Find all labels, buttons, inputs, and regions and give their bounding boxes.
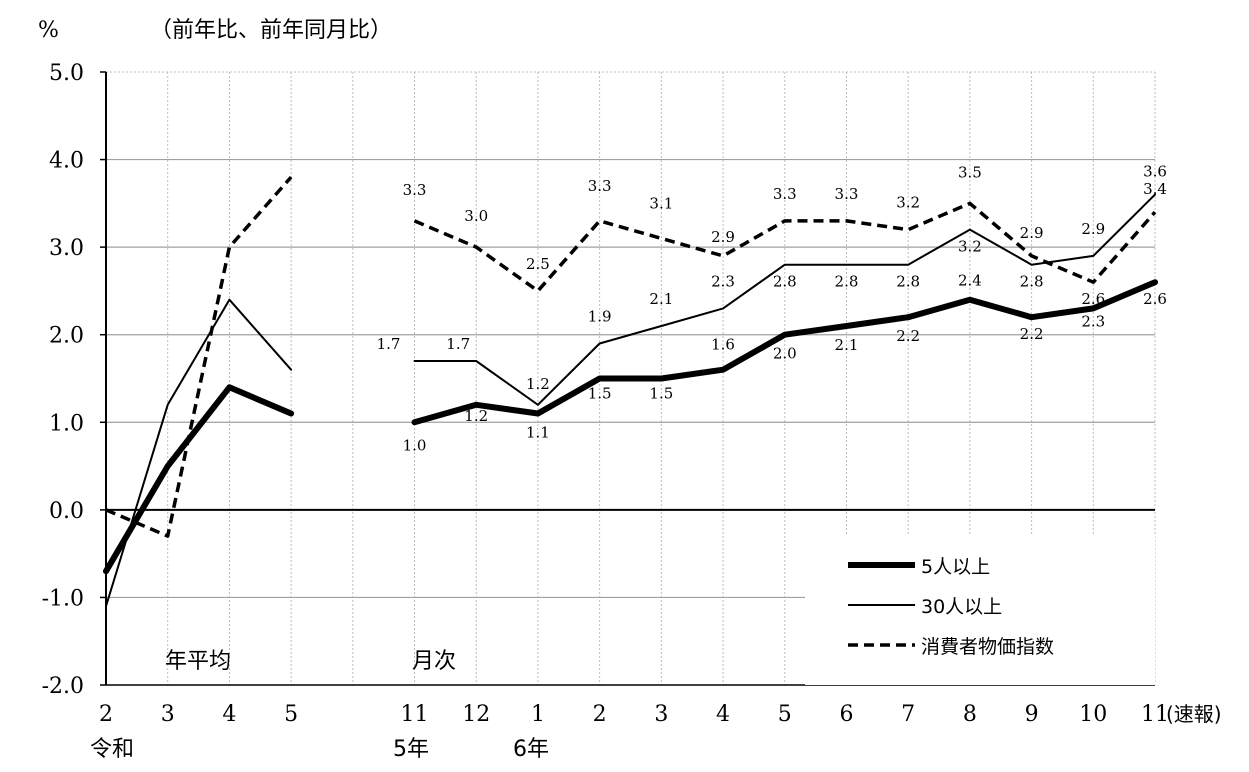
legend-label-dashed: 消費者物価指数 <box>921 636 1054 658</box>
legend-label-thick: 5人以上 <box>921 556 990 578</box>
x-tick-label: 2 <box>99 702 113 727</box>
data-label-thin: 2.8 <box>896 273 920 291</box>
x-tick-label: 4 <box>716 702 730 727</box>
data-label-thin: 1.7 <box>446 335 470 353</box>
series-line-thick <box>411 279 1158 426</box>
series-line-dashed <box>105 175 293 538</box>
y-tick-label: 1.0 <box>49 411 84 436</box>
data-label-thick: 2.4 <box>958 272 982 290</box>
section-label-monthly: 月次 <box>412 649 456 674</box>
data-label-thin: 1.7 <box>377 335 401 353</box>
x-tick-label: 3 <box>654 702 668 727</box>
y-tick-label: 2.0 <box>49 324 84 349</box>
data-label-dashed: 3.3 <box>588 177 612 195</box>
data-label-dashed: 2.6 <box>1081 290 1105 308</box>
x-tick-label: 11 <box>1141 702 1169 727</box>
data-label-dashed: 3.5 <box>958 163 982 181</box>
data-label-thick: 1.6 <box>711 336 735 354</box>
y-tick-label: 4.0 <box>49 149 84 174</box>
data-label-thin: 3.2 <box>958 238 982 256</box>
series-line-thin <box>413 193 1156 406</box>
data-label-thin: 2.8 <box>773 273 797 291</box>
data-label-dashed: 2.9 <box>1020 224 1044 242</box>
y-tick-label: 3.0 <box>49 236 84 261</box>
data-label-thin: 1.9 <box>588 307 612 325</box>
x-tick-label: 7 <box>901 702 915 727</box>
legend: 5人以上 30人以上 消費者物価指数 <box>805 535 1155 685</box>
data-label-thick: 2.1 <box>835 336 859 354</box>
data-label-dashed: 3.0 <box>464 207 488 225</box>
series-line-thick <box>103 384 295 575</box>
data-label-dashed: 3.3 <box>835 185 859 203</box>
data-label-thick: 2.2 <box>896 327 920 345</box>
data-labels: 1.0 1.2 1.1 1.5 1.5 1.6 2.0 2.1 2.2 2.4 2.2 2.3 2.6 1… <box>377 163 1167 455</box>
x-year-label-reiwa: 令和 <box>90 737 134 762</box>
x-tick-label: 12 <box>462 702 490 727</box>
x-tick-label: 5 <box>778 702 792 727</box>
data-label-thin: 3.6 <box>1143 163 1167 181</box>
x-tick-label: 8 <box>963 702 977 727</box>
x-year-label-5: 5年 <box>393 737 429 762</box>
data-label-thin: 1.2 <box>526 375 550 393</box>
x-tick-label: 2 <box>593 702 607 727</box>
data-label-thin: 2.8 <box>835 273 859 291</box>
data-label-dashed: 3.3 <box>403 181 427 199</box>
y-tick-label: 5.0 <box>49 61 84 86</box>
data-label-thick: 1.5 <box>649 385 673 403</box>
y-tick-label: 0.0 <box>49 499 84 524</box>
data-label-dashed: 3.2 <box>896 194 920 212</box>
unit-label: % <box>38 18 59 43</box>
data-label-thick: 2.3 <box>1081 312 1105 330</box>
data-label-thin: 2.8 <box>1020 273 1044 291</box>
legend-label-thin: 30人以上 <box>921 596 1002 618</box>
data-label-dashed: 3.4 <box>1143 180 1167 198</box>
data-label-thick: 2.0 <box>773 345 797 363</box>
x-tick-label: 11 <box>401 702 429 727</box>
legend-box <box>805 535 1155 685</box>
x-tick-label: 9 <box>1025 702 1039 727</box>
x-tick-label: 4 <box>222 702 236 727</box>
data-label-thin: 2.1 <box>649 290 673 308</box>
chart-subtitle: （前年比、前年同月比） <box>150 18 392 43</box>
x-tick-label: 6 <box>839 702 853 727</box>
series-line-thin <box>105 298 293 608</box>
series-lines <box>103 175 1158 608</box>
x-year-label-6: 6年 <box>513 737 549 762</box>
data-label-thick: 1.2 <box>464 407 488 425</box>
data-label-thick: 1.1 <box>526 424 550 442</box>
data-label-thick: 2.2 <box>1020 325 1044 343</box>
section-label-annual: 年平均 <box>165 649 231 674</box>
series-line-dashed <box>413 201 1157 293</box>
y-tick-label: -2.0 <box>42 674 84 699</box>
y-tick-label: -1.0 <box>42 586 84 611</box>
data-label-thick: 1.0 <box>403 436 427 454</box>
x-tick-label: 1 <box>531 702 545 727</box>
data-label-thick: 1.5 <box>588 385 612 403</box>
x-tick-label: 10 <box>1079 702 1107 727</box>
data-label-thin: 2.9 <box>1081 220 1105 238</box>
x-tick-label: 3 <box>161 702 175 727</box>
x-tick-label: 5 <box>284 702 298 727</box>
data-label-thick: 2.6 <box>1143 290 1167 308</box>
data-label-dashed: 2.5 <box>526 255 550 273</box>
data-label-dashed: 3.3 <box>773 185 797 203</box>
data-label-dashed: 3.1 <box>649 194 673 212</box>
data-label-thin: 2.3 <box>711 272 735 290</box>
data-label-dashed: 2.9 <box>711 228 735 246</box>
x-suffix-preliminary: (速報) <box>1166 702 1222 726</box>
